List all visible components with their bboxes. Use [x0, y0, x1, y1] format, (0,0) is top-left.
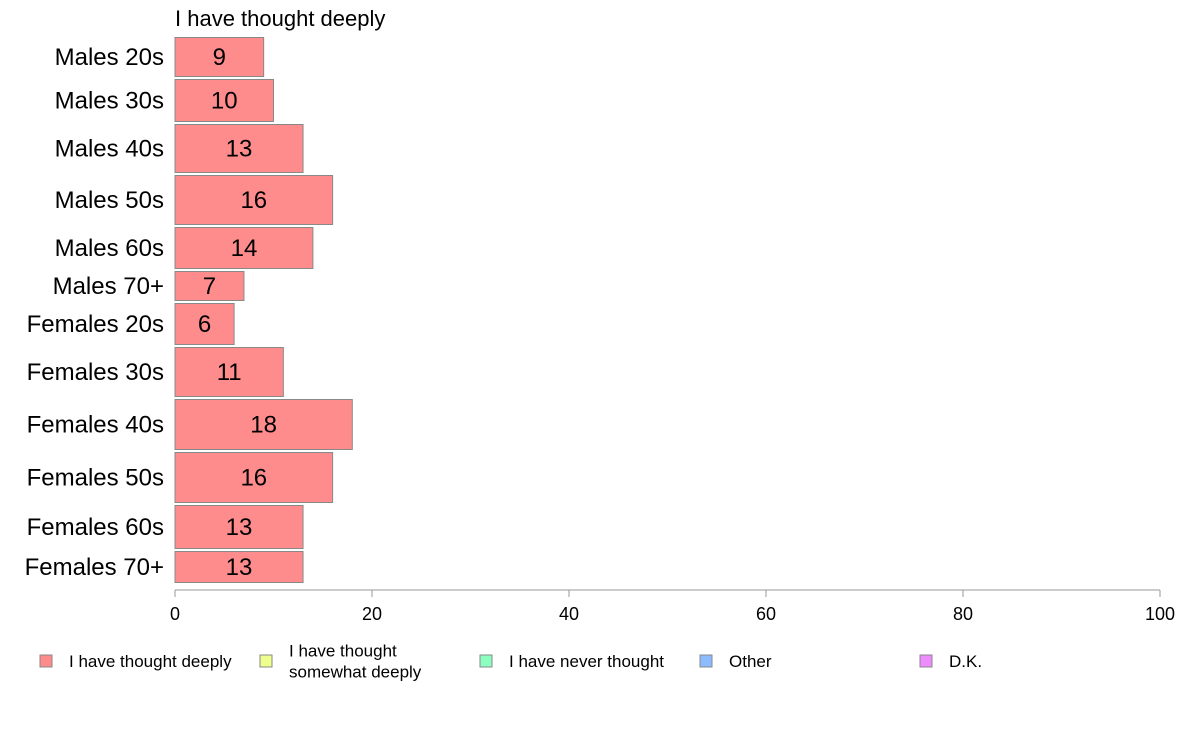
- category-label: Males 60s: [55, 235, 164, 262]
- legend-label: D.K.: [949, 652, 982, 671]
- bar-value-label: 13: [226, 514, 253, 541]
- category-label: Females 60s: [27, 514, 164, 541]
- bar: [174, 37, 265, 77]
- bar-value-label: 18: [250, 412, 277, 439]
- bar-value-label: 11: [217, 359, 242, 386]
- bar-value-label: 16: [240, 187, 267, 214]
- bar-value-label: 14: [231, 235, 258, 262]
- bar: [174, 505, 304, 549]
- legend-swatch: [259, 654, 273, 668]
- bar: [174, 399, 353, 450]
- x-axis: 0 20 40 60 80 100: [170, 589, 1175, 624]
- category-label: Females 30s: [27, 359, 164, 386]
- bar: [174, 303, 235, 345]
- bar: [174, 175, 334, 225]
- legend-label: Other: [729, 652, 772, 671]
- legend-swatch: [699, 654, 713, 668]
- bar-value-label: 9: [213, 44, 226, 71]
- bar-value-label: 13: [226, 136, 253, 163]
- bar-value-label: 16: [240, 465, 267, 492]
- bar-value-label: 6: [198, 311, 211, 338]
- bar: [174, 551, 304, 583]
- bar: [174, 79, 274, 122]
- bar: [174, 227, 314, 269]
- x-tick-label: 80: [953, 604, 973, 624]
- category-label: Males 40s: [55, 136, 164, 163]
- bar: [174, 452, 334, 503]
- category-label: Females 70+: [25, 554, 164, 581]
- bar: [174, 124, 304, 173]
- category-label: Females 20s: [27, 311, 164, 338]
- category-label: Females 50s: [27, 465, 164, 492]
- category-label: Males 20s: [55, 44, 164, 71]
- legend-label: I have thought somewhat deeply: [289, 642, 422, 682]
- bars-group: Males 20s 9 Males 30s 10 Males 40s 13 Males 50…: [25, 37, 353, 583]
- bar-value-label: 10: [211, 88, 238, 115]
- x-tick-label: 0: [170, 604, 180, 624]
- x-tick-label: 20: [362, 604, 382, 624]
- category-label: Males 30s: [55, 88, 164, 115]
- legend-swatch: [39, 654, 53, 668]
- legend-swatch: [479, 654, 493, 668]
- legend-swatch: [919, 654, 933, 668]
- x-tick-label: 40: [559, 604, 579, 624]
- bar: [174, 271, 245, 301]
- category-label: Females 40s: [27, 412, 164, 439]
- bar: [174, 347, 284, 397]
- bar-value-label: 7: [203, 273, 216, 300]
- chart-title: I have thought deeply: [175, 6, 385, 31]
- legend-label: I have thought deeply: [69, 652, 232, 671]
- category-label: Males 70+: [53, 273, 164, 300]
- bar-value-label: 13: [226, 554, 253, 581]
- x-tick-label: 60: [756, 604, 776, 624]
- category-label: Males 50s: [55, 187, 164, 214]
- legend-label: I have never thought: [509, 652, 664, 671]
- x-tick-label: 100: [1145, 604, 1175, 624]
- legend: I have thought deeply I have thought somew…: [39, 642, 982, 682]
